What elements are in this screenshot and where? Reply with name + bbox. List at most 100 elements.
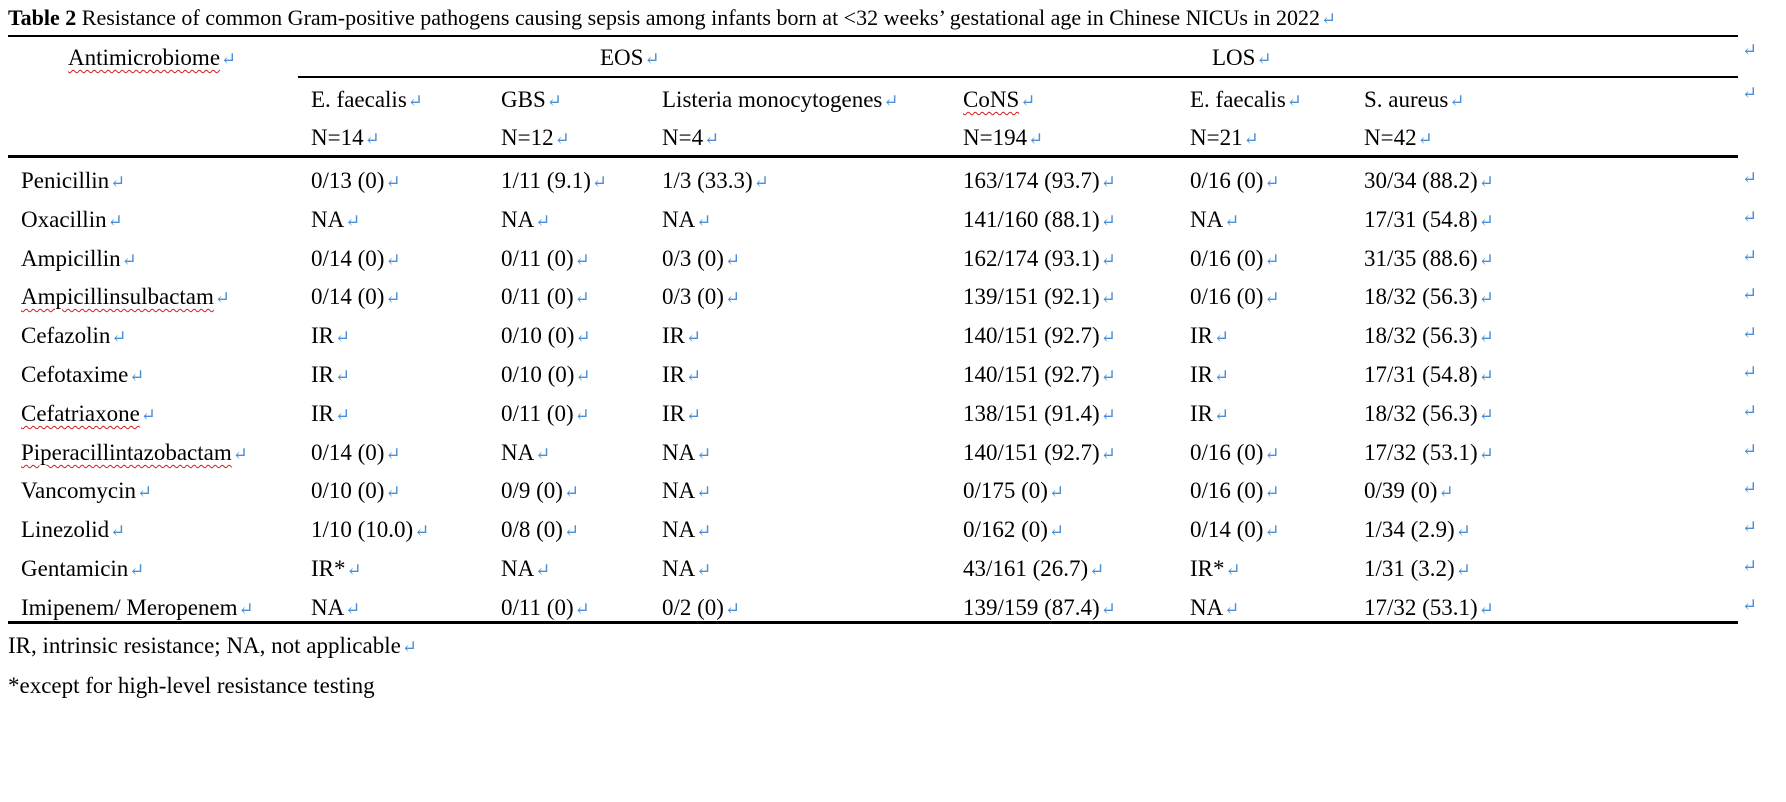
paragraph-mark-icon: ↵	[1100, 405, 1116, 425]
antimicrobial-header: Antimicrobiome↵	[68, 45, 237, 70]
resistance-value-cell: NA↵	[501, 207, 551, 232]
header-bottom-rule	[8, 155, 1738, 158]
paragraph-mark-icon: ↵	[574, 288, 590, 308]
resistance-value-cell: 0/10 (0)↵	[501, 323, 591, 348]
pathogen-count-header: N=14↵	[311, 125, 380, 150]
paragraph-mark-icon: ↵	[1264, 521, 1280, 541]
resistance-value-cell: 140/151 (92.7)↵	[963, 362, 1116, 387]
eos-group-header: EOS↵	[600, 45, 660, 70]
resistance-value-cell: 139/159 (87.4)↵	[963, 595, 1116, 620]
drug-name-cell: Linezolid↵	[21, 517, 126, 542]
resistance-value-cell: 0/8 (0)↵	[501, 517, 580, 542]
paragraph-mark-icon: ↵	[1224, 211, 1240, 231]
resistance-value-cell: IR↵	[311, 401, 351, 426]
resistance-value-cell: 163/174 (93.7)↵	[963, 168, 1116, 193]
paragraph-mark-icon: ↵	[1020, 91, 1036, 111]
paragraph-mark-icon: ↵	[1742, 595, 1758, 615]
paragraph-mark-icon: ↵	[1742, 556, 1758, 576]
paragraph-mark-icon: ↵	[335, 405, 351, 425]
pathogen-name-header: E. faecalis↵	[311, 87, 423, 112]
drug-name-cell: Gentamicin↵	[21, 556, 145, 581]
paragraph-mark-icon: ↵	[1264, 288, 1280, 308]
paragraph-mark-icon: ↵	[1742, 207, 1758, 227]
resistance-value-cell: IR↵	[1190, 362, 1230, 387]
paragraph-mark-icon: ↵	[574, 599, 590, 619]
paragraph-mark-icon: ↵	[232, 444, 248, 464]
resistance-value-cell: 43/161 (26.7)↵	[963, 556, 1105, 581]
resistance-value-cell: NA↵	[662, 478, 712, 503]
pathogen-name-header: GBS↵	[501, 87, 562, 112]
paragraph-mark-icon: ↵	[111, 327, 127, 347]
table-title: Resistance of common Gram-positive patho…	[76, 5, 1321, 30]
resistance-value-cell: NA↵	[662, 207, 712, 232]
paragraph-mark-icon: ↵	[696, 444, 712, 464]
paragraph-mark-icon: ↵	[1321, 9, 1337, 29]
resistance-value-cell: 0/16 (0)↵	[1190, 478, 1280, 503]
resistance-value-cell: 17/31 (54.8)↵	[1364, 207, 1494, 232]
paragraph-mark-icon: ↵	[1742, 323, 1758, 343]
drug-name-cell: Piperacillintazobactam↵	[21, 440, 248, 465]
paragraph-mark-icon: ↵	[574, 405, 590, 425]
paragraph-mark-icon: ↵	[1048, 521, 1065, 541]
group-header-rule	[298, 76, 1738, 78]
paragraph-mark-icon: ↵	[1089, 560, 1105, 580]
paragraph-mark-icon: ↵	[1224, 599, 1240, 619]
resistance-value-cell: 17/31 (54.8)↵	[1364, 362, 1494, 387]
drug-name-cell: Vancomycin↵	[21, 478, 153, 503]
paragraph-mark-icon: ↵	[686, 405, 702, 425]
paragraph-mark-icon: ↵	[1478, 172, 1494, 192]
paragraph-mark-icon: ↵	[1742, 284, 1758, 304]
resistance-value-cell: 140/151 (92.7)↵	[963, 323, 1116, 348]
resistance-value-cell: 0/14 (0)↵	[311, 440, 401, 465]
paragraph-mark-icon: ↵	[110, 172, 126, 192]
paragraph-mark-icon: ↵	[1214, 327, 1230, 347]
resistance-value-cell: 140/151 (92.7)↵	[963, 440, 1116, 465]
footnote-abbreviations: IR, intrinsic resistance; NA, not applic…	[8, 633, 417, 658]
resistance-value-cell: 18/32 (56.3)↵	[1364, 284, 1494, 309]
paragraph-mark-icon: ↵	[686, 366, 702, 386]
pathogen-name-header: S. aureus↵	[1364, 87, 1465, 112]
paragraph-mark-icon: ↵	[1417, 129, 1433, 149]
resistance-value-cell: NA↵	[311, 595, 361, 620]
paragraph-mark-icon: ↵	[1742, 83, 1758, 103]
paragraph-mark-icon: ↵	[1455, 521, 1471, 541]
paragraph-mark-icon: ↵	[753, 172, 769, 192]
resistance-value-cell: 0/16 (0)↵	[1190, 168, 1280, 193]
paragraph-mark-icon: ↵	[1449, 91, 1465, 111]
paragraph-mark-icon: ↵	[696, 211, 712, 231]
resistance-value-cell: 1/34 (2.9)↵	[1364, 517, 1471, 542]
paragraph-mark-icon: ↵	[574, 250, 590, 270]
paragraph-mark-icon: ↵	[563, 521, 580, 541]
resistance-value-cell: IR↵	[662, 362, 702, 387]
paragraph-mark-icon: ↵	[1478, 327, 1494, 347]
drug-name-cell: Cefatriaxone↵	[21, 401, 156, 426]
resistance-value-cell: NA↵	[501, 556, 551, 581]
paragraph-mark-icon: ↵	[364, 129, 380, 149]
resistance-value-cell: 0/14 (0)↵	[1190, 517, 1280, 542]
paragraph-mark-icon: ↵	[1742, 401, 1758, 421]
paragraph-mark-icon: ↵	[883, 91, 899, 111]
paragraph-mark-icon: ↵	[136, 482, 153, 502]
resistance-value-cell: 0/162 (0)↵	[963, 517, 1065, 542]
resistance-value-cell: 17/32 (53.1)↵	[1364, 440, 1494, 465]
resistance-value-cell: 0/13 (0)↵	[311, 168, 401, 193]
paragraph-mark-icon: ↵	[1214, 405, 1230, 425]
resistance-value-cell: IR*↵	[1190, 556, 1241, 581]
paragraph-mark-icon: ↵	[1264, 444, 1280, 464]
paragraph-mark-icon: ↵	[1100, 366, 1116, 386]
pathogen-name-header: Listeria monocytogenes↵	[662, 87, 899, 112]
drug-name-cell: Penicillin↵	[21, 168, 126, 193]
paragraph-mark-icon: ↵	[335, 327, 351, 347]
paragraph-mark-icon: ↵	[1100, 211, 1116, 231]
resistance-value-cell: 138/151 (91.4)↵	[963, 401, 1116, 426]
resistance-value-cell: NA↵	[662, 556, 712, 581]
pathogen-count-header: N=12↵	[501, 125, 570, 150]
resistance-value-cell: 0/16 (0)↵	[1190, 246, 1280, 271]
paragraph-mark-icon: ↵	[1742, 246, 1758, 266]
paragraph-mark-icon: ↵	[335, 366, 351, 386]
table-bottom-rule	[8, 621, 1738, 624]
resistance-value-cell: 0/14 (0)↵	[311, 284, 401, 309]
paragraph-mark-icon: ↵	[724, 288, 741, 308]
paragraph-mark-icon: ↵	[214, 288, 230, 308]
